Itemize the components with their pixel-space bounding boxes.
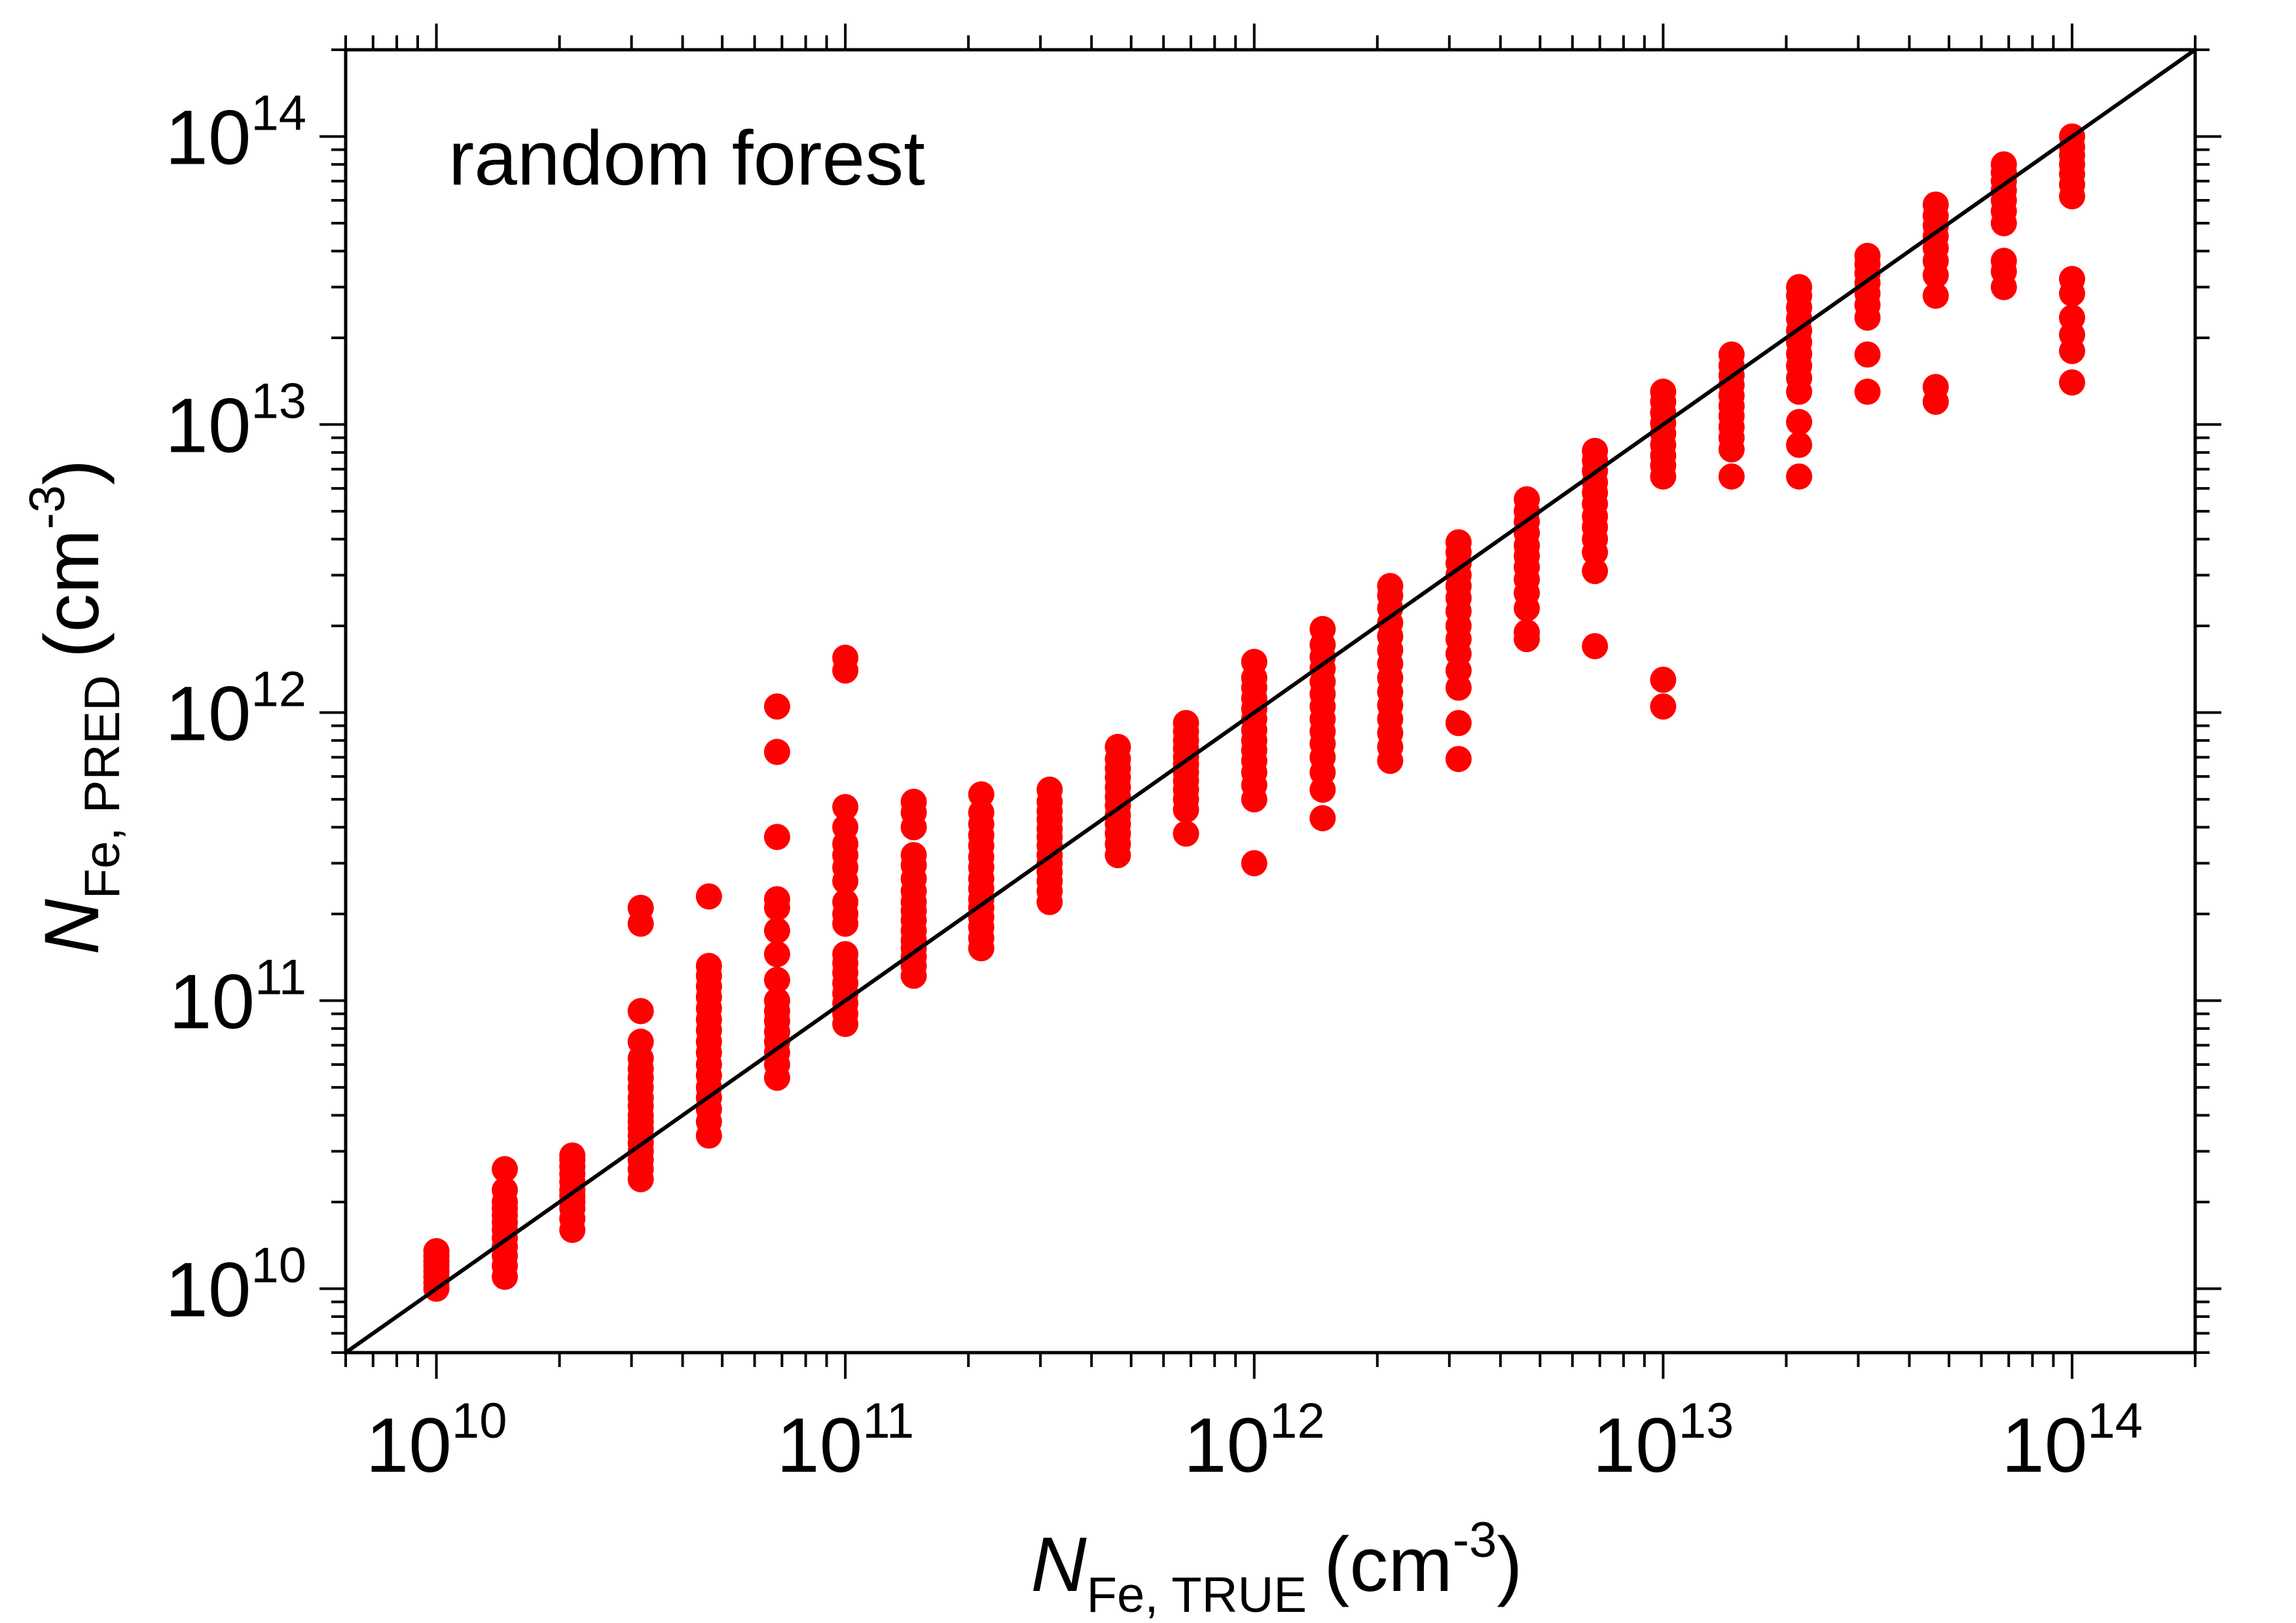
data-point-15-13 bbox=[1445, 529, 1472, 556]
y-axis-title: NFe, PRED (cm-3) bbox=[20, 460, 130, 955]
data-point-13-13 bbox=[1309, 615, 1336, 642]
data-point-5-7 bbox=[763, 987, 790, 1014]
data-point-19-10 bbox=[1718, 341, 1745, 368]
data-point-3-15 bbox=[627, 1029, 654, 1055]
data-point-8-14 bbox=[968, 781, 994, 808]
data-point-7-12 bbox=[900, 842, 927, 869]
x-tick-label-4: 1014 bbox=[2001, 1393, 2143, 1489]
data-point-6-15 bbox=[832, 814, 859, 841]
data-point-20-2 bbox=[1786, 409, 1813, 435]
data-point-7-15 bbox=[900, 788, 927, 815]
y-axis-unit-close: ) bbox=[29, 460, 115, 485]
y-tick-label-1: 1011 bbox=[169, 949, 306, 1045]
x-axis-title: NFe, TRUE (cm-3) bbox=[1030, 1512, 1522, 1623]
y-axis-unit-exp: -3 bbox=[20, 485, 75, 530]
data-point-17-1 bbox=[1582, 558, 1609, 585]
data-point-4-15 bbox=[695, 953, 722, 979]
data-point-12-0 bbox=[1241, 850, 1267, 877]
data-point-5-15 bbox=[763, 693, 790, 720]
y-tick-label-3: 1013 bbox=[165, 373, 306, 469]
data-point-13-0 bbox=[1309, 805, 1336, 831]
data-point-6-18 bbox=[832, 644, 859, 671]
plot-area-frame bbox=[344, 48, 2197, 1355]
x-tick-label-2: 1012 bbox=[1184, 1393, 1325, 1489]
data-point-14-13 bbox=[1377, 573, 1404, 600]
data-point-16-1 bbox=[1514, 619, 1540, 646]
data-point-18-10 bbox=[1650, 378, 1677, 405]
data-point-3-18 bbox=[627, 894, 654, 921]
y-tick-label-4: 1014 bbox=[165, 85, 306, 181]
data-point-21-8 bbox=[1854, 242, 1881, 269]
x-axis-symbol: N bbox=[1030, 1522, 1087, 1608]
x-axis-unit-open: (cm bbox=[1324, 1522, 1453, 1608]
data-point-2-10 bbox=[559, 1142, 586, 1169]
data-point-20-12 bbox=[1786, 274, 1813, 301]
data-point-23-9 bbox=[1990, 151, 2017, 178]
data-point-8-13 bbox=[968, 799, 994, 826]
y-tick-label-0: 1010 bbox=[165, 1237, 306, 1333]
data-point-24-3 bbox=[2058, 304, 2085, 331]
y-tick-label-2: 1012 bbox=[165, 661, 306, 757]
data-points-layer bbox=[423, 123, 2085, 1302]
data-point-21-1 bbox=[1854, 341, 1881, 368]
data-point-20-0 bbox=[1786, 463, 1813, 490]
x-tick-label-3: 1013 bbox=[1592, 1393, 1734, 1489]
data-point-21-0 bbox=[1854, 378, 1881, 405]
data-point-15-0 bbox=[1445, 746, 1472, 773]
data-point-24-5 bbox=[2058, 266, 2085, 293]
data-point-5-9 bbox=[763, 941, 790, 968]
data-point-22-1 bbox=[1922, 374, 1949, 401]
x-axis-unit-close: ) bbox=[1497, 1522, 1522, 1608]
data-point-11-11 bbox=[1173, 710, 1199, 737]
data-point-19-0 bbox=[1718, 463, 1745, 490]
data-point-12-13 bbox=[1241, 648, 1267, 675]
data-point-23-2 bbox=[1990, 247, 2017, 274]
data-point-6-10 bbox=[832, 888, 859, 915]
data-point-9-12 bbox=[1036, 776, 1063, 803]
data-point-17-11 bbox=[1582, 437, 1609, 464]
x-axis-subscript: Fe, TRUE bbox=[1087, 1567, 1307, 1623]
data-point-11-0 bbox=[1173, 820, 1199, 847]
data-point-10-11 bbox=[1104, 733, 1131, 760]
data-point-5-14 bbox=[763, 739, 790, 765]
data-point-18-1 bbox=[1650, 666, 1677, 693]
data-point-18-0 bbox=[1650, 693, 1677, 720]
data-point-22-2 bbox=[1922, 282, 1949, 309]
data-point-6-16 bbox=[832, 793, 859, 820]
axis-tick-labels-layer: 1010 1011 1012 1013 1014 1010 1011 1012 1013 1014 bbox=[165, 85, 2143, 1489]
data-point-0-7 bbox=[423, 1238, 450, 1265]
data-point-22-9 bbox=[1922, 191, 1949, 218]
data-point-3-16 bbox=[627, 998, 654, 1025]
model-annotation: random forest bbox=[448, 115, 925, 202]
data-point-24-0 bbox=[2058, 369, 2085, 396]
data-point-16-11 bbox=[1514, 486, 1540, 513]
data-point-4-16 bbox=[695, 883, 722, 910]
data-point-6-7 bbox=[832, 941, 859, 968]
identity-reference-line bbox=[344, 48, 2196, 1355]
data-point-5-12 bbox=[763, 886, 790, 913]
axis-ticks-layer bbox=[319, 24, 2221, 1379]
data-point-5-13 bbox=[763, 824, 790, 850]
data-point-17-0 bbox=[1582, 633, 1609, 660]
data-point-15-1 bbox=[1445, 710, 1472, 737]
y-axis-unit-open: (cm bbox=[29, 529, 115, 658]
y-axis-subscript: Fe, PRED bbox=[75, 675, 130, 899]
y-axis-symbol: N bbox=[29, 898, 115, 955]
data-point-1-10 bbox=[492, 1176, 519, 1203]
data-point-20-1 bbox=[1786, 431, 1813, 458]
x-tick-label-1: 1011 bbox=[776, 1393, 914, 1489]
data-point-5-8 bbox=[763, 966, 790, 993]
data-point-1-11 bbox=[492, 1156, 519, 1182]
data-point-5-10 bbox=[763, 917, 790, 944]
x-axis-unit-exp: -3 bbox=[1453, 1512, 1497, 1568]
x-tick-label-0: 1010 bbox=[366, 1393, 507, 1489]
